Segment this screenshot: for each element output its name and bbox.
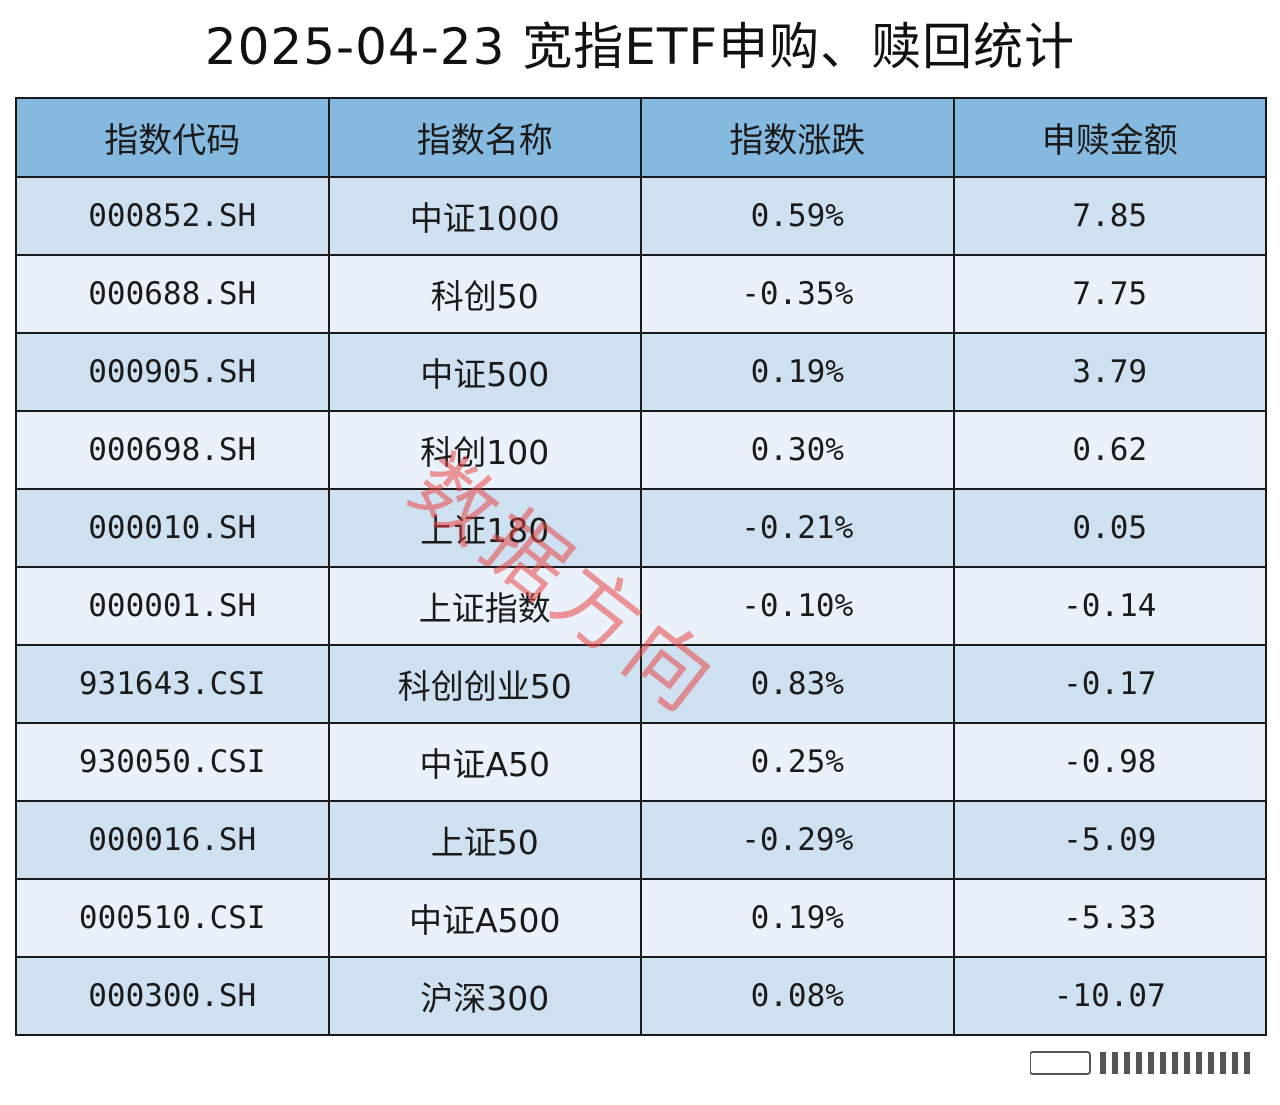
cell-name: 科创50: [327, 254, 642, 334]
cell-change: -0.29%: [640, 800, 955, 880]
cell-change: 0.19%: [640, 878, 955, 958]
cell-name: 中证500: [327, 332, 642, 412]
cell-amount: 7.75: [952, 254, 1267, 334]
table-row: 000510.CSI 中证A500 0.19% -5.33: [15, 878, 1267, 958]
cell-amount: -0.98: [952, 722, 1267, 802]
cell-change: 0.83%: [640, 644, 955, 724]
cell-code: 000852.SH: [15, 176, 330, 256]
cell-change: -0.21%: [640, 488, 955, 568]
header-index-code: 指数代码: [15, 97, 330, 178]
cell-change: 0.59%: [640, 176, 955, 256]
cell-name: 上证180: [327, 488, 642, 568]
table-row: 000698.SH 科创100 0.30% 0.62: [15, 410, 1267, 490]
header-subscription-amount: 申赎金额: [952, 97, 1267, 178]
cell-code: 000905.SH: [15, 332, 330, 412]
cell-code: 930050.CSI: [15, 722, 330, 802]
table-row: 000905.SH 中证500 0.19% 3.79: [15, 332, 1267, 412]
cell-name: 上证指数: [327, 566, 642, 646]
table-row: 930050.CSI 中证A50 0.25% -0.98: [15, 722, 1267, 802]
cell-code: 000016.SH: [15, 800, 330, 880]
cell-change: 0.08%: [640, 956, 955, 1036]
cell-amount: -5.33: [952, 878, 1267, 958]
cell-name: 科创创业50: [327, 644, 642, 724]
cell-name: 上证50: [327, 800, 642, 880]
cell-name: 中证A50: [327, 722, 642, 802]
page-title: 2025-04-23 宽指ETF申购、赎回统计: [204, 18, 1076, 76]
header-index-change: 指数涨跌: [640, 97, 955, 178]
cell-change: -0.10%: [640, 566, 955, 646]
table-row: 000300.SH 沪深300 0.08% -10.07: [15, 956, 1267, 1036]
table-row: 000001.SH 上证指数 -0.10% -0.14: [15, 566, 1267, 646]
table-row: 000688.SH 科创50 -0.35% 7.75: [15, 254, 1267, 334]
cell-name: 中证1000: [327, 176, 642, 256]
cell-amount: -0.17: [952, 644, 1267, 724]
cell-amount: 0.05: [952, 488, 1267, 568]
cell-code: 000510.CSI: [15, 878, 330, 958]
cell-code: 000300.SH: [15, 956, 330, 1036]
platform-logo-icon: [1030, 1051, 1250, 1075]
cell-change: 0.25%: [640, 722, 955, 802]
table-header-row: 指数代码 指数名称 指数涨跌 申赎金额: [15, 97, 1267, 178]
cell-code: 000001.SH: [15, 566, 330, 646]
cell-code: 931643.CSI: [15, 644, 330, 724]
cell-amount: 3.79: [952, 332, 1267, 412]
table-row: 931643.CSI 科创创业50 0.83% -0.17: [15, 644, 1267, 724]
header-index-name: 指数名称: [327, 97, 642, 178]
cell-amount: -10.07: [952, 956, 1267, 1036]
cell-amount: -5.09: [952, 800, 1267, 880]
cell-amount: 0.62: [952, 410, 1267, 490]
cell-change: 0.19%: [640, 332, 955, 412]
table-row: 000852.SH 中证1000 0.59% 7.85: [15, 176, 1267, 256]
table-row: 000016.SH 上证50 -0.29% -5.09: [15, 800, 1267, 880]
cell-amount: 7.85: [952, 176, 1267, 256]
cell-name: 中证A500: [327, 878, 642, 958]
cell-change: 0.30%: [640, 410, 955, 490]
cell-code: 000688.SH: [15, 254, 330, 334]
cell-code: 000698.SH: [15, 410, 330, 490]
cell-name: 科创100: [327, 410, 642, 490]
table-row: 000010.SH 上证180 -0.21% 0.05: [15, 488, 1267, 568]
cell-name: 沪深300: [327, 956, 642, 1036]
cell-change: -0.35%: [640, 254, 955, 334]
cell-amount: -0.14: [952, 566, 1267, 646]
cell-code: 000010.SH: [15, 488, 330, 568]
etf-table: 指数代码 指数名称 指数涨跌 申赎金额 000852.SH 中证1000 0.5…: [15, 97, 1267, 1036]
